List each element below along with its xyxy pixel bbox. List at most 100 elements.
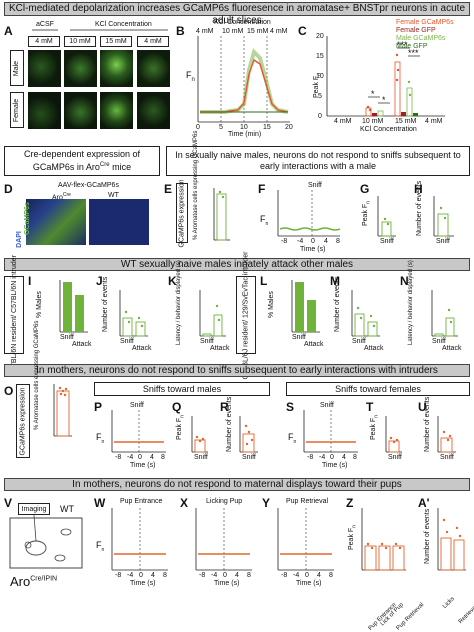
panel-label-s: S: [286, 400, 295, 414]
p-xtick-0: -8: [115, 454, 122, 461]
t-cat: Sniff: [388, 454, 402, 461]
box-naive-males: In sexually naive males, neurons do not …: [166, 146, 470, 176]
b-conc-1: 10 mM: [222, 28, 244, 35]
f-xtick-1: -4: [297, 238, 304, 245]
f-xtick-3: 4: [324, 238, 328, 245]
box-cre-dependent: Cre-dependent expression of GCaMP6s in A…: [4, 146, 160, 176]
row4-plots: [111, 410, 456, 453]
panel-label-u: U: [418, 400, 427, 414]
r-cat: Sniff: [242, 454, 256, 461]
panel-label-c: C: [298, 24, 307, 38]
c-sig-3: ***: [408, 48, 419, 58]
panel-label-v: V: [4, 496, 13, 510]
micrograph-d-aro: [26, 199, 86, 245]
x-xlabel: Time (s): [214, 580, 240, 587]
g-cat: Sniff: [380, 238, 394, 245]
panel-f-plot: [277, 190, 341, 237]
c-cat-1: 10 mM: [362, 118, 384, 125]
header-wt-males: WT sexually naive males innately attack …: [4, 258, 470, 271]
micrograph-female-4mm-b: [137, 92, 170, 129]
d-left-label: AroCre: [52, 192, 71, 202]
panel-label-h: H: [414, 182, 423, 196]
panel-o-plot: [53, 384, 72, 437]
panel-label-d: D: [4, 182, 13, 196]
panel-c-plot: [326, 36, 445, 117]
micrograph-male-4mm-b: [137, 50, 170, 87]
n-cat-1: Attack: [442, 345, 462, 352]
col-10mm: 10 mM: [64, 36, 96, 47]
j-cat-0: Sniff: [120, 338, 134, 345]
b-xtick-2: 10: [240, 124, 248, 131]
b-xlabel: Time (min): [228, 131, 262, 138]
b-xtick-3: 15: [263, 124, 271, 131]
panel-label-j: J: [96, 274, 103, 288]
b-xtick-0: 0: [196, 124, 200, 131]
w-xtick-4: 8: [163, 572, 167, 579]
c-ytick-2: 10: [316, 73, 324, 80]
panel-label-z: Z: [346, 496, 354, 510]
p-ylabel: Fn: [96, 432, 105, 445]
panel-b-plot: [197, 36, 290, 123]
b-conc-3: 4 mM: [270, 28, 288, 35]
micrograph-female-15mm: [100, 92, 133, 129]
p-xtick-1: -4: [127, 454, 134, 461]
subheader-females: Sniffs toward females: [286, 382, 470, 396]
panel-label-o: O: [4, 384, 14, 398]
q-cat: Sniff: [194, 454, 208, 461]
row-female: Female: [10, 92, 24, 128]
y-xtick-4: 8: [329, 572, 333, 579]
l-cat-1: Attack: [304, 341, 324, 348]
c-sig-2: ***: [397, 40, 408, 50]
col-4mm-b: 4 mM: [137, 36, 169, 47]
panel-label-a: A: [4, 24, 13, 38]
c-legend-3: Male GFP: [396, 43, 428, 50]
micrograph-male-15mm: [100, 50, 133, 87]
w-xlabel: Time (s): [130, 580, 156, 587]
b-conc-0: 4 mM: [196, 28, 214, 35]
z-ylabel: Peak Fn: [348, 525, 358, 550]
panel-label-y: Y: [262, 496, 271, 510]
x-xtick-0: -8: [199, 572, 206, 579]
kcl-label: KCl Concentration: [95, 21, 152, 28]
b-header: KCl Concentration: [214, 19, 271, 26]
s-xtick-3: 4: [342, 454, 346, 461]
m-cat-0: Sniff: [352, 338, 366, 345]
x-xtick-1: -4: [211, 572, 218, 579]
header-mothers-pups: In mothers, neurons do not respond to ma…: [4, 478, 470, 491]
i-cat-1: Attack: [72, 341, 92, 348]
b-xtick-1: 5: [219, 124, 223, 131]
s-xtick-4: 8: [353, 454, 357, 461]
c-ytick-3: 15: [316, 53, 324, 60]
p-xtick-4: 8: [161, 454, 165, 461]
f-ylabel: Fn: [260, 214, 269, 227]
panel-label-a-prime: A': [418, 496, 430, 510]
y-xlabel: Time (s): [296, 580, 322, 587]
c-ytick-0: 0: [318, 113, 322, 120]
panel-label-x: X: [180, 496, 189, 510]
s-sniff: Sniff: [320, 402, 334, 409]
d-title: AAV-flex-GCaMP6s: [58, 182, 119, 189]
micrograph-male-10mm: [64, 50, 97, 87]
box-l-strain: C57BL/6J resident/ 129/SvEvTac intruder: [236, 251, 256, 379]
b-ylabel: Fn: [186, 70, 195, 83]
l-cat-0: Sniff: [292, 334, 306, 341]
n-cat-0: Sniff: [432, 338, 446, 345]
w-xtick-0: -8: [115, 572, 122, 579]
s-xtick-2: 0: [330, 454, 334, 461]
panel-label-k: K: [168, 274, 177, 288]
panel-label-r: R: [220, 400, 229, 414]
f-xtick-2: 0: [311, 238, 315, 245]
p-xtick-2: 0: [138, 454, 142, 461]
v-imaging-box: Imaging: [18, 503, 50, 515]
panel-label-w: W: [94, 496, 106, 510]
micrograph-female-4mm: [28, 92, 61, 129]
panel-a-brackets: [32, 29, 168, 31]
subheader-males: Sniffs toward males: [94, 382, 270, 396]
c-cat-3: 4 mM: [425, 118, 443, 125]
v-wt-label: WT: [60, 504, 74, 514]
panel-e-plot: [213, 188, 230, 241]
x-title: Licking Pup: [206, 498, 243, 505]
p-sniff: Sniff: [130, 402, 144, 409]
b-conc-2: 15 mM: [247, 28, 269, 35]
